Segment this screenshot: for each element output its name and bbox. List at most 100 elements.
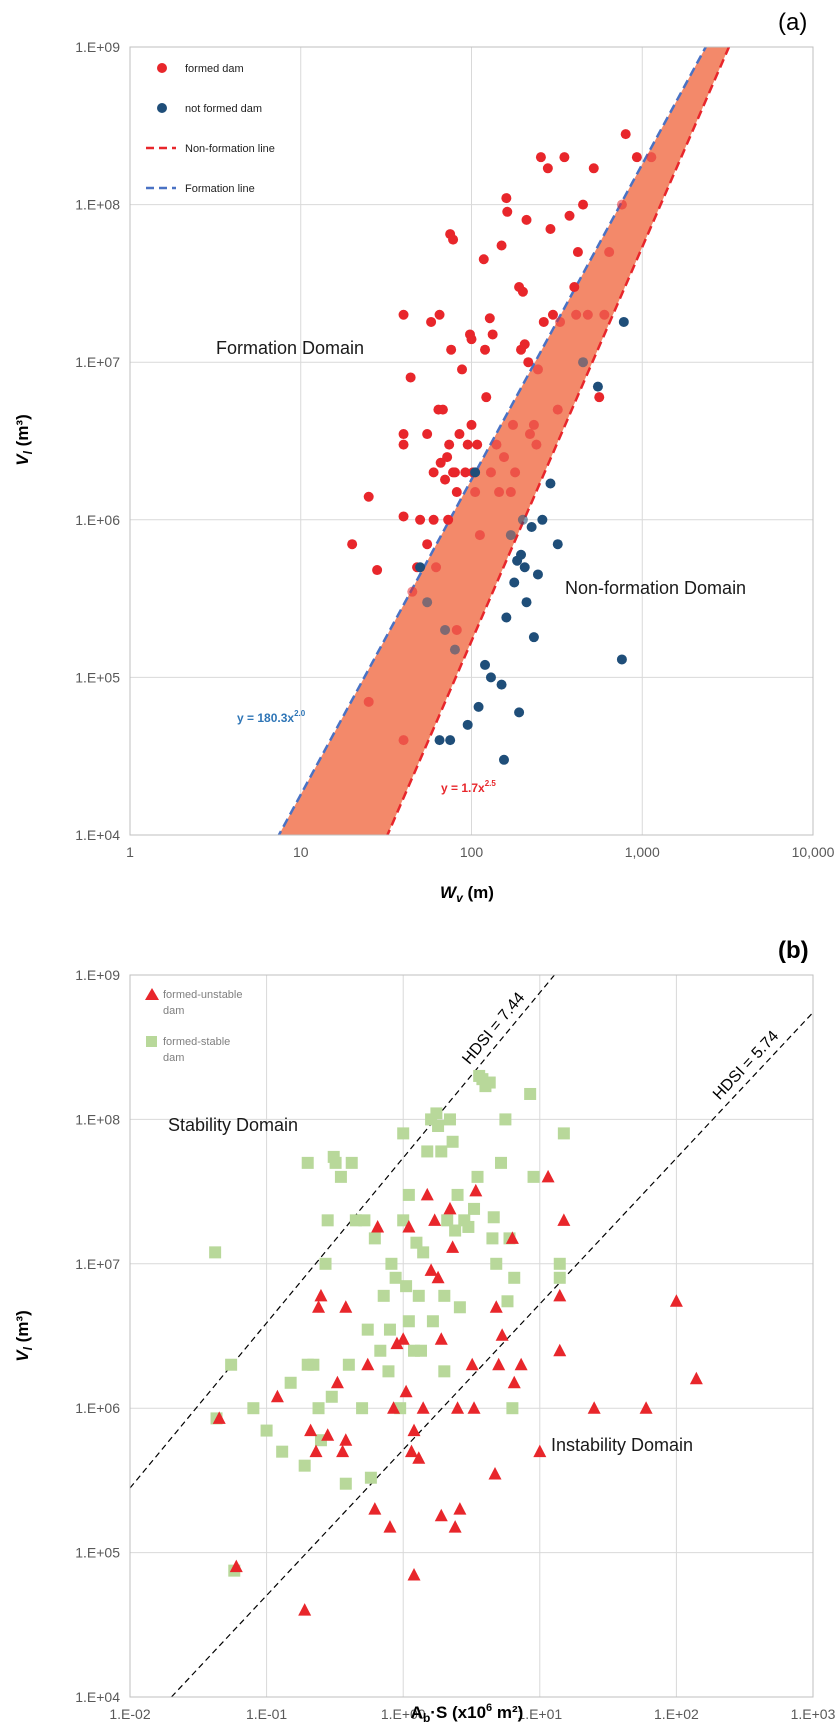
point-formed-unstable-dam	[407, 1567, 421, 1581]
point-formed-dam	[487, 329, 498, 340]
point-formed-dam	[466, 419, 477, 430]
legend-marker-formed-unstable-dam	[145, 988, 159, 1000]
point-formed-stable-dam	[334, 1170, 347, 1183]
panel-b-y-ticks: 1.E+04 1.E+05 1.E+06 1.E+07 1.E+08 1.E+09	[75, 967, 120, 1705]
point-not-formed-dam	[505, 530, 516, 541]
panel-b-x-tick-label: 1.E+03	[791, 1706, 836, 1722]
point-formed-unstable-dam	[541, 1169, 555, 1183]
formation-band	[278, 47, 729, 835]
point-formed-stable-dam	[432, 1120, 445, 1133]
point-not-formed-dam	[496, 679, 507, 690]
point-formed-dam	[428, 514, 439, 525]
point-formed-dam	[552, 404, 563, 415]
point-formed-unstable-dam	[469, 1183, 483, 1197]
point-formed-stable-dam	[382, 1365, 395, 1378]
point-formed-stable-dam	[339, 1477, 352, 1490]
point-formed-stable-dam	[284, 1376, 297, 1389]
point-formed-unstable-dam	[396, 1332, 410, 1345]
panel-a-points	[347, 129, 657, 765]
point-formed-unstable-dam	[416, 1401, 430, 1414]
non-formation-equation: y = 1.7x2.5	[441, 779, 496, 795]
point-formed-stable-dam	[527, 1170, 540, 1183]
panel-b-y-tick-label: 1.E+06	[75, 1400, 120, 1416]
point-formed-unstable-dam	[424, 1263, 438, 1276]
point-formed-dam	[443, 514, 454, 525]
point-formed-dam	[532, 364, 543, 375]
stability-domain-label: Stability Domain	[168, 1115, 298, 1135]
point-formed-dam	[594, 392, 605, 403]
point-formed-dam	[542, 163, 553, 174]
legend-marker-formed-stable-dam	[146, 1036, 157, 1047]
point-formed-dam	[538, 316, 549, 327]
point-formed-stable-dam	[499, 1113, 512, 1126]
point-formed-stable-dam	[449, 1224, 462, 1237]
point-formed-stable-dam	[421, 1145, 434, 1158]
point-formed-stable-dam	[462, 1220, 475, 1233]
legend-label-formed-unstable-line2: dam	[163, 1005, 184, 1017]
point-formed-dam	[571, 309, 582, 320]
point-formed-stable-dam	[443, 1113, 456, 1126]
formation-line	[277, 47, 708, 835]
point-not-formed-dam	[528, 632, 539, 643]
non-formation-line	[386, 47, 731, 835]
point-not-formed-dam	[517, 514, 528, 525]
point-formed-dam	[572, 247, 583, 258]
point-formed-stable-dam	[307, 1358, 320, 1371]
point-formed-unstable-dam	[453, 1502, 467, 1515]
panel-b-y-tick-label: 1.E+04	[75, 1689, 120, 1705]
point-formed-dam	[434, 309, 445, 320]
point-formed-dam	[564, 210, 575, 221]
panel-a-x-tick-label: 100	[460, 844, 484, 860]
point-formed-dam	[440, 474, 451, 485]
panel-b-points	[209, 1069, 703, 1616]
point-formed-unstable-dam	[557, 1213, 571, 1226]
panel-a-legend: formed dam not formed dam Non-formation …	[146, 63, 275, 195]
point-formed-dam	[448, 234, 459, 245]
point-formed-unstable-dam	[448, 1520, 462, 1533]
point-formed-dam	[616, 199, 627, 210]
point-formed-unstable-dam	[639, 1401, 653, 1414]
point-not-formed-dam	[480, 659, 491, 670]
point-formed-dam	[481, 392, 492, 403]
panel-a-y-tick-label: 1.E+08	[75, 197, 120, 213]
point-formed-stable-dam	[486, 1232, 499, 1245]
point-formed-dam	[646, 152, 657, 163]
point-formed-dam	[519, 339, 530, 350]
point-formed-dam	[451, 487, 462, 498]
point-formed-stable-dam	[225, 1358, 238, 1371]
panel-b-x-ticks: 1.E-02 1.E-01 1.E+00 1.E+01 1.E+02 1.E+03	[109, 1706, 835, 1722]
point-formed-stable-dam	[400, 1280, 413, 1293]
panel-a-y-axis-title: Vl (m³)	[13, 414, 35, 466]
point-formed-unstable-dam	[465, 1357, 479, 1371]
point-formed-dam	[478, 254, 489, 265]
point-formed-dam	[501, 193, 512, 204]
legend-label-formed-stable-line1: formed-stable	[163, 1036, 230, 1048]
point-formed-dam	[442, 452, 453, 463]
point-not-formed-dam	[501, 612, 512, 623]
point-formed-dam	[398, 439, 409, 450]
point-formed-unstable-dam	[336, 1444, 350, 1458]
point-formed-unstable-dam	[402, 1219, 416, 1233]
point-formed-dam	[528, 419, 539, 430]
panel-b-y-tick-label: 1.E+05	[75, 1545, 120, 1561]
point-formed-unstable-dam	[420, 1187, 434, 1201]
point-formed-stable-dam	[345, 1156, 358, 1169]
point-not-formed-dam	[592, 381, 603, 392]
point-formed-stable-dam	[301, 1156, 314, 1169]
panel-b-x-tick-label: 1.E+00	[381, 1706, 426, 1722]
point-formed-dam	[422, 429, 433, 440]
panel-b-y-tick-label: 1.E+07	[75, 1256, 120, 1272]
point-formed-stable-dam	[312, 1402, 325, 1415]
point-formed-dam	[578, 199, 589, 210]
point-formed-unstable-dam	[587, 1401, 601, 1414]
panel-a-x-ticks: 1 10 100 1,000 10,000	[126, 844, 835, 860]
panel-b-legend: formed-unstable dam formed-stable dam	[145, 988, 243, 1064]
point-formed-dam	[510, 467, 521, 478]
point-formed-stable-dam	[209, 1246, 222, 1259]
point-formed-stable-dam	[553, 1271, 566, 1284]
panel-a-label: (a)	[778, 9, 807, 36]
panel-a-y-tick-label: 1.E+06	[75, 512, 120, 528]
legend-label-formation-line: Formation line	[185, 183, 255, 195]
point-formed-dam	[502, 206, 513, 217]
point-formed-stable-dam	[397, 1214, 410, 1227]
